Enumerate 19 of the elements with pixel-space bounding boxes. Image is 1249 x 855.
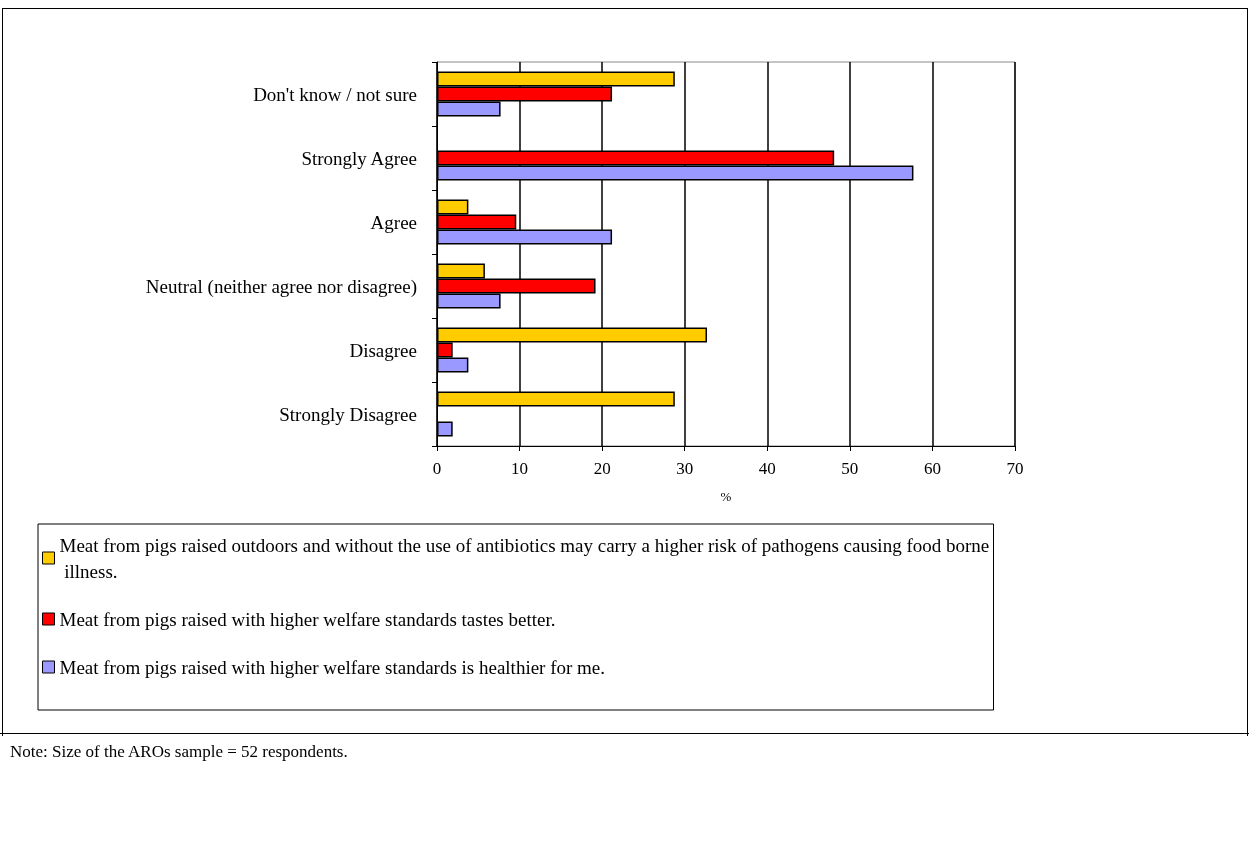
x-tick-label: 20 — [593, 459, 611, 478]
x-tick-label: 50 — [841, 459, 859, 478]
y-tick-label: Don't know / not sure — [253, 83, 417, 105]
x-tick-label: 0 — [432, 459, 442, 478]
y-tick-label: Strongly Agree — [301, 147, 417, 169]
x-tick-label: 10 — [511, 459, 529, 478]
y-tick-label: Agree — [370, 211, 417, 233]
x-axis-title: % — [720, 489, 732, 504]
legend-label: Meat from pigs raised outdoors and without the use of antibiotics may carry a higher risk of pathogens causing food borne illness. — [59, 534, 990, 582]
y-tick-label: Strongly Disagree — [279, 403, 417, 425]
y-tick-label: Disagree — [349, 339, 417, 361]
y-tick-label: Neutral (neither agree nor disagree) — [145, 275, 417, 298]
x-tick-label: 70 — [1006, 459, 1024, 478]
x-tick-label: 40 — [758, 459, 776, 478]
x-tick-label: 60 — [923, 459, 941, 478]
text: Note: Size of the AROs sample = 52 respondents. — [10, 742, 349, 762]
legend-label: Meat from pigs raised with higher welfare standards tastes better. — [59, 608, 556, 630]
legend-label: Meat from pigs raised with higher welfare standards is healthier for me. — [59, 656, 606, 678]
x-tick-label: 30 — [676, 459, 694, 478]
